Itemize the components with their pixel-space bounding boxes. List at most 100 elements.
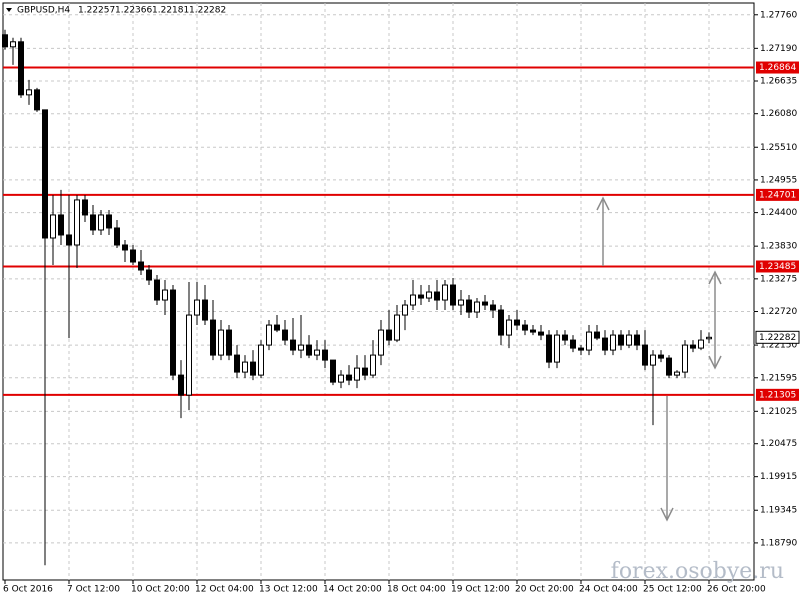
candle-body-bear	[530, 329, 536, 333]
candle-body-bear	[122, 244, 128, 251]
level-label: 1.24701	[759, 190, 796, 200]
y-tick-label: 1.21025	[760, 407, 797, 417]
y-tick-label: 1.19345	[760, 506, 797, 516]
candle-body-bull	[698, 339, 704, 349]
candle-body-bear	[690, 344, 696, 349]
candle-body-bear	[434, 291, 440, 301]
candle-body-bear	[450, 284, 456, 306]
grid	[3, 3, 754, 580]
x-tick-label: 14 Oct 20:00	[323, 585, 382, 595]
candle-body-bear	[226, 329, 232, 356]
candle-body-bull	[458, 299, 464, 306]
candle-body-bear	[170, 289, 176, 376]
quote-high: 1.22366	[115, 6, 152, 16]
x-tick-label: 26 Oct 20:00	[707, 585, 766, 595]
candle-body-bear	[2, 34, 8, 48]
candle-body-bull	[258, 344, 264, 376]
arrow-head	[660, 507, 674, 522]
candle-body-bear	[546, 334, 552, 363]
candle-body-bull	[586, 331, 592, 351]
y-tick-label: 1.26635	[760, 77, 797, 87]
arrow-head	[596, 196, 610, 211]
candle-body-bull	[338, 374, 344, 383]
plot-frame	[2, 2, 755, 581]
candle-body-bull	[314, 349, 320, 356]
y-tick-label: 1.22150	[760, 341, 797, 351]
candle-body-bear	[538, 331, 544, 336]
x-tick-label: 19 Oct 12:00	[451, 585, 510, 595]
candle-body-bear	[570, 339, 576, 349]
candle-body-bear	[66, 234, 72, 246]
level-label-box	[756, 188, 799, 201]
candle-body-bear	[386, 329, 392, 341]
candle-body-bear	[42, 109, 48, 239]
candle-body-bull	[370, 354, 376, 376]
candle-body-bear	[362, 367, 368, 376]
candle-body-bear	[602, 337, 608, 351]
candle-body-bull	[650, 354, 656, 366]
y-tick-label: 1.25510	[760, 143, 797, 153]
candle-body-bear	[234, 354, 240, 373]
candle-body-bull	[394, 314, 400, 341]
candle-body-bear	[202, 299, 208, 321]
candle-body-bear	[522, 324, 528, 331]
y-tick-label: 1.19915	[760, 472, 797, 482]
candle-body-bull	[354, 367, 360, 381]
candle-body-bear	[482, 301, 488, 306]
y-tick-label: 1.18790	[760, 538, 797, 548]
candle-body-bull	[266, 324, 272, 346]
candle-body-bear	[642, 344, 648, 366]
level-label-box	[756, 388, 799, 401]
quote-close: 1.22282	[189, 6, 226, 16]
y-tick-label: 1.23275	[760, 274, 797, 284]
x-tick-label: 20 Oct 20:00	[515, 585, 574, 595]
candle-body-bull	[186, 314, 192, 396]
x-tick-label: 10 Oct 20:00	[131, 585, 190, 595]
candle-body-bear	[138, 261, 144, 271]
candle-body-bear	[154, 279, 160, 301]
y-tick-label: 1.27760	[760, 10, 797, 20]
candle-body-bear	[58, 214, 64, 236]
candle-body-bull	[410, 294, 416, 306]
candle-body-bear	[618, 334, 624, 346]
candle-body-bear	[34, 89, 40, 111]
candle-body-bear	[634, 334, 640, 346]
candle-body-bear	[82, 199, 88, 216]
annotation-arrows	[596, 196, 722, 522]
candle-body-bear	[178, 374, 184, 396]
y-tick-label: 1.20475	[760, 439, 797, 449]
candle-body-bear	[330, 359, 336, 383]
x-tick-label: 12 Oct 04:00	[195, 585, 254, 595]
candle-body-bear	[578, 347, 584, 351]
menu-triangle	[6, 8, 12, 12]
candle-body-bear	[146, 269, 152, 281]
candle-body-bull	[98, 214, 104, 231]
candle-body-bear	[658, 354, 664, 359]
x-tick-label: 7 Oct 12:00	[67, 585, 120, 595]
level-label-box	[756, 260, 799, 273]
candle-body-bull	[554, 334, 560, 363]
candle-body-bull	[378, 329, 384, 356]
candle-body-bear	[666, 357, 672, 376]
y-tick-label: 1.26080	[760, 109, 797, 119]
y-tick-label: 1.27190	[760, 44, 797, 54]
candle-body-bear	[210, 319, 216, 356]
candle-body-bear	[562, 334, 568, 341]
current-price-box	[755, 330, 800, 344]
x-tick-label: 13 Oct 12:00	[259, 585, 318, 595]
candle-body-bear	[250, 361, 256, 376]
candle-body-bull	[26, 89, 32, 96]
candle-body-bear	[18, 41, 24, 96]
candle-body-bull	[506, 319, 512, 336]
candle-body-bull	[474, 301, 480, 313]
x-tick-label: 6 Oct 2016	[3, 585, 53, 595]
candle-body-bear	[306, 344, 312, 356]
candle-body-bear	[594, 331, 600, 339]
candle-body-bull	[74, 199, 80, 246]
level-label: 1.26864	[759, 63, 796, 73]
candle-body-bear	[514, 319, 520, 326]
candle-body-bull	[442, 284, 448, 301]
watermark: forex.osobye.ru	[611, 559, 784, 584]
